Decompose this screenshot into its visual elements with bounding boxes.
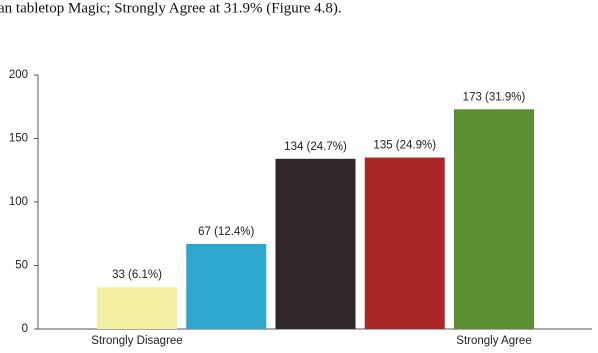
y-tick-label: 0	[22, 323, 28, 335]
bar	[186, 243, 267, 329]
y-tick-label: 100	[9, 196, 28, 208]
y-tick-label: 150	[9, 133, 28, 145]
y-tick-label: 200	[9, 69, 28, 81]
value-label: 134 (24.7%)	[284, 141, 347, 153]
value-label: 67 (12.4%)	[198, 226, 254, 238]
bar	[275, 158, 356, 329]
x-tick-label: Strongly Agree	[456, 335, 531, 347]
y-tick-label: 50	[15, 260, 28, 272]
bar	[454, 109, 534, 329]
document-text: an tabletop Magic; Strongly Agree at 31.…	[0, 0, 342, 16]
x-tick-label: Strongly Disagree	[91, 335, 182, 347]
bar	[97, 287, 177, 329]
value-label: 173 (31.9%)	[463, 91, 526, 103]
value-label: 135 (24.9%)	[373, 140, 436, 152]
bar	[364, 157, 445, 329]
value-label: 33 (6.1%)	[112, 269, 162, 281]
